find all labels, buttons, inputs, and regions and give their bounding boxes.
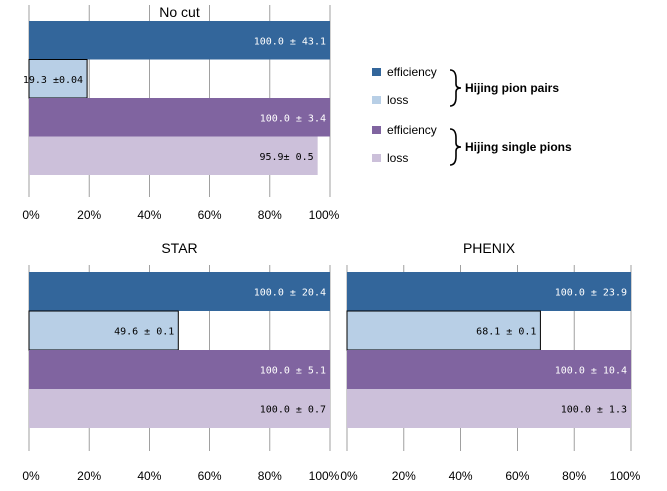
panel-1-bar-0 [29, 272, 330, 311]
panel-1-bar-label-2: 100.0 ± 5.1 [260, 366, 326, 377]
panel-1-tick-label: 40% [137, 469, 161, 483]
panel-1-tick-label: 20% [77, 469, 101, 483]
panel-2-tick-label: 0% [340, 469, 358, 483]
panel-0-bar-2 [29, 98, 330, 137]
panel-0-tick-label: 20% [77, 208, 101, 222]
panel-0-tick-label: 100% [309, 208, 340, 222]
legend: efficiency loss efficiency loss Hijing p… [372, 65, 572, 166]
panel-2-bar-0 [347, 272, 631, 311]
legend-swatch-pairs-efficiency [372, 68, 381, 76]
chart-no-cut: No cut 100.0 ± 43.1 19.3 ±0.04 100.0 ± 3.4 9… [22, 4, 339, 222]
panel-2-bar-label-1: 68.1 ± 0.1 [476, 327, 536, 338]
panel-0-tick-label: 60% [198, 208, 222, 222]
panel-1-tick-label: 100% [309, 469, 340, 483]
panel-0-bar-label-1: 19.3 ±0.04 [23, 75, 83, 86]
panel-0-tick-label: 80% [258, 208, 282, 222]
panel-2-tick-label: 80% [562, 469, 586, 483]
panel-1-bar-3 [29, 389, 330, 428]
chart-phenix: PHENIX 100.0 ± 23.9 68.1 ± 0.1 100.0 ± 10.4… [340, 240, 640, 483]
panel-1-bar-2 [29, 350, 330, 389]
panel-1-tick-label: 60% [198, 469, 222, 483]
panel-2-tick-label: 20% [392, 469, 416, 483]
legend-swatch-single-loss [372, 154, 381, 162]
panel-0-tick-label: 0% [22, 208, 40, 222]
panel-0-bar-1 [28, 59, 88, 99]
chart-star: STAR 100.0 ± 20.4 49.6 ± 0.1 100.0 ± 5.1 100… [22, 240, 339, 483]
panel-0-tick-label: 40% [137, 208, 161, 222]
panel-1-bar-label-1: 49.6 ± 0.1 [114, 327, 174, 338]
panel-1-tick-label: 80% [258, 469, 282, 483]
panel-0-bar-0 [29, 21, 330, 60]
legend-label-single-efficiency: efficiency [387, 123, 437, 137]
panel-2-bar-label-2: 100.0 ± 10.4 [555, 366, 627, 377]
panel-0-bar-label-3: 95.9± 0.5 [259, 152, 313, 163]
legend-label-single-loss: loss [387, 151, 408, 165]
legend-brace-single [449, 128, 462, 166]
panel-1-tick-label: 0% [22, 469, 40, 483]
panel-2-bar-2 [347, 350, 631, 389]
legend-label-pairs-efficiency: efficiency [387, 65, 437, 79]
panel-2-title: PHENIX [463, 240, 516, 256]
panel-2-tick-label: 100% [610, 469, 641, 483]
legend-swatch-single-efficiency [372, 126, 381, 134]
panel-0-bar-label-2: 100.0 ± 3.4 [260, 113, 326, 124]
panel-2-bar-1 [346, 310, 541, 351]
panel-1-bar-label-0: 100.0 ± 20.4 [254, 288, 326, 299]
legend-brace-pairs [449, 69, 462, 107]
panel-1-bar-1 [28, 310, 179, 351]
panel-1-title: STAR [161, 240, 197, 256]
panel-2-bar-label-0: 100.0 ± 23.9 [555, 288, 627, 299]
legend-swatch-pairs-loss [372, 96, 381, 104]
panel-2-bar-3 [347, 389, 631, 428]
legend-group-pion-pairs: Hijing pion pairs [465, 81, 559, 95]
panel-2-tick-label: 60% [505, 469, 529, 483]
panel-0-bar-3 [29, 136, 318, 175]
panel-2-bar-label-3: 100.0 ± 1.3 [561, 405, 627, 416]
panel-2-tick-label: 40% [449, 469, 473, 483]
panel-0-title: No cut [159, 4, 200, 20]
panel-0-bar-label-0: 100.0 ± 43.1 [254, 36, 326, 47]
panel-1-bar-label-3: 100.0 ± 0.7 [260, 405, 326, 416]
legend-group-single-pions: Hijing single pions [465, 140, 572, 154]
legend-label-pairs-loss: loss [387, 93, 408, 107]
